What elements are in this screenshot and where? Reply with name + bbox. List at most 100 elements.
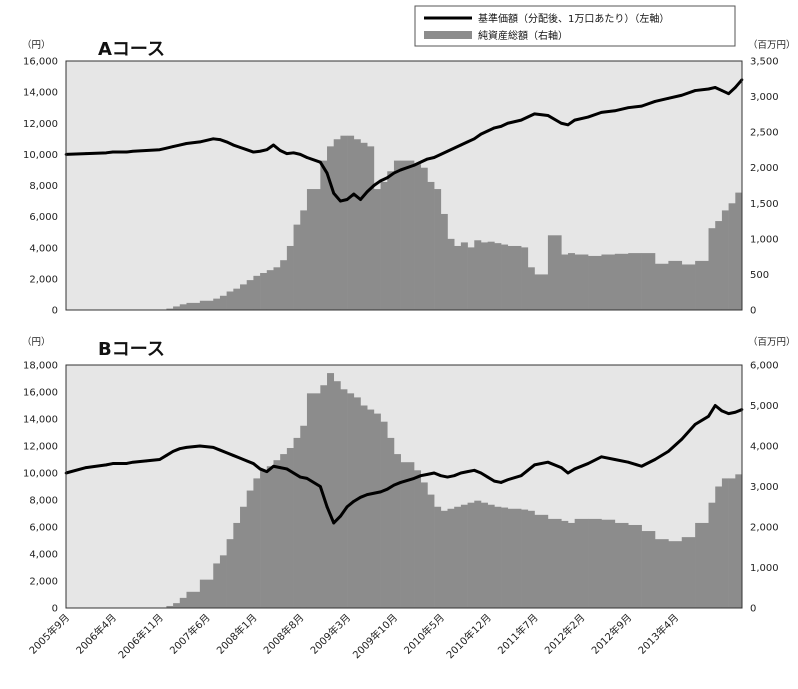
x-tick-label: 2007年6月 — [167, 611, 213, 657]
panel-a-area-bar — [654, 263, 669, 310]
panel-b-line-series — [64, 404, 744, 525]
panel-a-line-point — [305, 156, 309, 159]
panel-a-area-bar — [266, 270, 274, 310]
panel-a-frame — [65, 60, 743, 311]
panel-a-area-bar — [427, 181, 435, 310]
panel-a-line-point — [359, 198, 362, 201]
panel-a-line-point — [392, 171, 396, 175]
panel-a-area-bar — [668, 260, 683, 310]
panel-b-line-point — [426, 473, 429, 476]
panel-b-line-point — [519, 474, 523, 478]
panel-a-area-bar — [601, 254, 616, 310]
panel-a-area-bar — [467, 247, 475, 310]
panel-b-right-tick-label: 4,000 — [750, 442, 779, 453]
panel-b-line-point — [439, 474, 443, 478]
panel-a-right-tick-label: 1,000 — [750, 234, 779, 245]
panel-a-line-point — [586, 115, 590, 119]
panel-a-area-bar — [320, 160, 328, 310]
panel-b-line-point — [486, 475, 489, 479]
panel-a-line-point — [339, 199, 342, 203]
panel-b-line-point — [452, 474, 456, 478]
panel-b-left-unit: （円） — [22, 336, 51, 348]
panel-b-line-point — [493, 479, 496, 483]
panel-a-area-bar — [641, 253, 656, 310]
panel-a-line-point — [667, 97, 670, 100]
panel-b-left-tick-label: 0 — [52, 604, 58, 615]
panel-b-area-bar — [628, 524, 642, 608]
panel-b-area-bar — [260, 470, 268, 608]
panel-b-line-point — [573, 467, 576, 471]
panel-b-line-point — [626, 460, 630, 464]
panel-b-line-point — [506, 478, 510, 482]
panel-a-area-series — [166, 135, 743, 310]
panel-b-area-bar — [186, 591, 201, 608]
panel-b-line-point — [131, 460, 135, 464]
panel-a-area-bar — [387, 171, 395, 310]
panel-a-area-bar — [561, 254, 569, 310]
panel-b-area-bar — [199, 579, 214, 608]
panel-a-title: Aコース — [98, 39, 165, 60]
panel-b-line-point — [466, 470, 469, 473]
panel-b-line-point — [232, 454, 235, 457]
panel-b-line-point — [319, 485, 322, 488]
panel-a-area-bar — [333, 139, 341, 310]
panel-a-line-point — [272, 143, 275, 147]
panel-a-right-tick-label: 500 — [750, 270, 769, 281]
panel-a-area-bar — [240, 284, 248, 310]
panel-b-area-bar — [534, 514, 549, 608]
panel-a-line-point — [412, 163, 416, 167]
panel-a-line-point — [319, 160, 322, 164]
panel-a-area-bar — [547, 235, 562, 310]
panel-b-area-bar — [300, 425, 308, 608]
x-tick-label: 2011年7月 — [495, 611, 541, 657]
panel-a-line-point — [332, 191, 336, 195]
panel-b-right-tick-label: 1,000 — [750, 563, 779, 574]
panel-b-line-point — [559, 466, 563, 469]
panel-b-area-bar — [440, 510, 448, 608]
panel-b-line-point — [218, 448, 222, 452]
panel-a-line-point — [124, 150, 128, 154]
panel-b-left-tick-label: 16,000 — [23, 388, 58, 399]
panel-b-area-bar — [340, 389, 348, 608]
panel-a-line-point — [486, 129, 489, 133]
panel-a-line-point — [211, 137, 215, 141]
panel-a-line-point — [533, 112, 536, 116]
panel-b-area-bar — [654, 539, 669, 608]
panel-a-right-tick-label: 3,500 — [750, 57, 779, 68]
panel-a-line-series — [64, 78, 744, 203]
panel-a-line-point — [245, 148, 249, 152]
panel-a-line-point — [399, 168, 402, 172]
panel-b-line-point — [446, 475, 449, 479]
panel-b-area-bar — [641, 531, 656, 608]
panel-b-line-point — [667, 450, 670, 453]
panel-b-left-tick-label: 4,000 — [29, 550, 58, 561]
panel-b-area-bar — [293, 437, 301, 608]
panel-a-area-bar — [300, 210, 308, 310]
x-tick-label: 2006年4月 — [73, 611, 119, 657]
panel-b-area-bar — [614, 522, 629, 608]
panel-a-right-tick-label: 0 — [750, 306, 756, 317]
panel-a-left-tick-label: 12,000 — [23, 119, 58, 130]
panel-a-area-bar — [480, 242, 488, 310]
panel-a-right-tick-label: 1,500 — [750, 199, 779, 210]
panel-a-area-bar — [527, 267, 535, 310]
panel-a-area-bar — [414, 164, 422, 310]
panel-a-area-bar — [273, 267, 281, 310]
panel-b-line-point — [720, 409, 724, 413]
panel-a-right-tick-label: 2,000 — [750, 163, 779, 174]
panel-b-area-bar — [240, 506, 248, 608]
panel-b-line-point — [211, 446, 215, 449]
panel-a-line-point — [439, 153, 443, 156]
panel-b-left-tick-label: 6,000 — [29, 523, 58, 534]
panel-a-area-bar — [567, 253, 575, 310]
panel-a-area-bar — [507, 245, 522, 310]
panel-a-line-point — [385, 176, 389, 180]
panel-b-line-point — [265, 470, 269, 473]
panel-a-line-point — [225, 140, 228, 144]
panel-a-line-point — [278, 149, 282, 152]
legend-box — [414, 5, 736, 47]
panel-b-area-bar — [574, 518, 589, 608]
panel-a-right-tick-label: 2,500 — [750, 128, 779, 139]
panel-b-left-axis: 0 2,000 4,000 6,000 8,000 10,000 12,000 14,000 1… — [23, 361, 58, 615]
panel-b-area-bar — [668, 541, 683, 608]
